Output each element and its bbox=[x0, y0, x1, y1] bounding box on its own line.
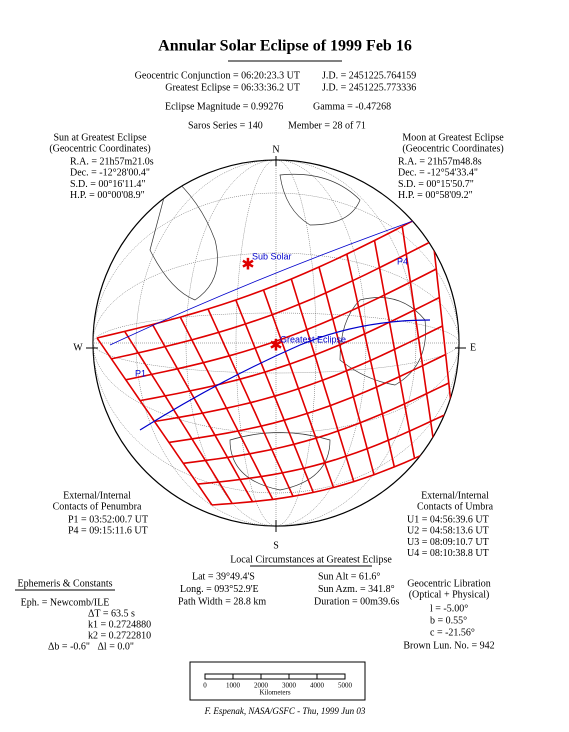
block-title: Sun at Greatest Eclipse bbox=[53, 132, 147, 143]
svg-text:✱: ✱ bbox=[241, 257, 254, 274]
block-title: Moon at Greatest Eclipse bbox=[402, 132, 504, 143]
eclipse-grid bbox=[168, 353, 446, 444]
block-line: Dec. = -12°54'33.4" bbox=[398, 168, 478, 179]
block-line: Dec. = -12°28'00.4" bbox=[70, 168, 150, 179]
eclipse-grid bbox=[111, 239, 434, 360]
scale-label: 0 bbox=[203, 682, 207, 690]
map-label: P1 bbox=[135, 368, 146, 378]
local-line: Lat = 39°49.4'S bbox=[192, 571, 255, 582]
scale-label: 4000 bbox=[310, 682, 325, 690]
block-line: R.A. = 21h57m48.8s bbox=[398, 156, 482, 167]
scale-label: 5000 bbox=[338, 682, 353, 690]
eclipse-grid bbox=[96, 211, 431, 339]
block-title: External/Internal bbox=[421, 490, 489, 501]
block-title: Contacts of Penumbra bbox=[53, 501, 142, 512]
header-line: Greatest Eclipse = 06:33:36.2 UT bbox=[165, 82, 300, 93]
local-line: Duration = 00m39.6s bbox=[314, 596, 399, 607]
block-line: P4 = 09:15:11.6 UT bbox=[68, 526, 148, 537]
header-line: Geocentric Conjunction = 06:20:23.3 UT bbox=[135, 70, 300, 81]
header-line: Eclipse Magnitude = 0.99276 bbox=[165, 101, 283, 112]
libration-line: l = -5.00° bbox=[430, 603, 468, 614]
eclipse-grid bbox=[211, 439, 456, 506]
libration-title: Geocentric Libration bbox=[407, 578, 491, 589]
svg-text:✱: ✱ bbox=[269, 338, 282, 355]
ephemeris-line: k2 = 0.2722810 bbox=[88, 630, 151, 641]
scale-label: 2000 bbox=[254, 682, 269, 690]
block-title: (Geocentric Coordinates) bbox=[49, 143, 150, 154]
ephemeris-line: k1 = 0.2724880 bbox=[88, 619, 151, 630]
libration-line: b = 0.55° bbox=[430, 615, 467, 626]
header-line: Saros Series = 140 bbox=[188, 120, 263, 131]
ephemeris-line: ΔT = 63.5 s bbox=[88, 608, 135, 619]
ephemeris-title: Ephemeris & Constants bbox=[18, 578, 113, 589]
header-line: Member = 28 of 71 bbox=[288, 120, 366, 131]
block-line: U1 = 04:56:39.6 UT bbox=[407, 514, 489, 525]
footer: F. Espenak, NASA/GSFC - Thu, 1999 Jun 03 bbox=[204, 706, 366, 716]
local-line: Long. = 093°52.9'E bbox=[180, 584, 259, 595]
compass-label: W bbox=[73, 342, 83, 353]
ephemeris-line: Δb = -0.6" Δl = 0.0" bbox=[48, 641, 134, 652]
block-line: R.A. = 21h57m21.0s bbox=[70, 156, 154, 167]
scale-label: 1000 bbox=[226, 682, 241, 690]
block-line: U3 = 08:09:10.7 UT bbox=[407, 537, 489, 548]
block-title: (Geocentric Coordinates) bbox=[402, 143, 503, 154]
local-line: Path Width = 28.8 km bbox=[178, 596, 266, 607]
libration-line: Brown Lun. No. = 942 bbox=[403, 640, 494, 651]
libration-line: c = -21.56° bbox=[430, 627, 475, 638]
title: Annular Solar Eclipse of 1999 Feb 16 bbox=[158, 38, 412, 55]
eclipse-grid bbox=[154, 325, 443, 423]
header-line: J.D. = 2451225.773336 bbox=[322, 82, 416, 93]
scale-bar bbox=[204, 673, 346, 680]
block-line: U2 = 04:58:13.6 UT bbox=[407, 526, 489, 537]
eclipse-grid bbox=[125, 268, 437, 381]
local-title: Local Circumstances at Greatest Eclipse bbox=[230, 554, 392, 565]
header-line: Gamma = -0.47268 bbox=[313, 101, 391, 112]
ephemeris-line: Eph. = Newcomb/ILE bbox=[21, 597, 110, 608]
local-line: Sun Alt = 61.6° bbox=[318, 571, 380, 582]
block-line: H.P. = 00°00'08.9" bbox=[70, 190, 145, 201]
map-label: Greatest Eclipse bbox=[280, 334, 346, 344]
map-label: Sub Solar bbox=[252, 251, 292, 261]
map-label: P4 bbox=[397, 256, 408, 266]
block-title: External/Internal bbox=[63, 490, 131, 501]
scale-box bbox=[189, 661, 366, 701]
libration-title: (Optical + Physical) bbox=[409, 589, 490, 600]
eclipse-grid bbox=[197, 410, 453, 485]
scale-unit: Kilometers bbox=[259, 689, 290, 697]
compass-label: S bbox=[273, 540, 279, 551]
block-line: H.P. = 00°58'09.2" bbox=[398, 190, 473, 201]
block-line: P1 = 03:52:00.7 UT bbox=[68, 514, 148, 525]
compass-label: N bbox=[272, 144, 279, 155]
scale-label: 3000 bbox=[282, 682, 297, 690]
globe: ✱ ✱ bbox=[86, 156, 466, 532]
block-line: U4 = 08:10:38.8 UT bbox=[407, 548, 489, 559]
compass-label: E bbox=[470, 342, 476, 353]
local-line: Sun Azm. = 341.8° bbox=[318, 584, 395, 595]
block-line: S.D. = 00°16'11.4" bbox=[70, 179, 145, 190]
eclipse-grid bbox=[183, 382, 450, 465]
block-title: Contacts of Umbra bbox=[417, 501, 494, 512]
block-line: S.D. = 00°15'50.7" bbox=[398, 179, 474, 190]
header-line: J.D. = 2451225.764159 bbox=[322, 70, 416, 81]
